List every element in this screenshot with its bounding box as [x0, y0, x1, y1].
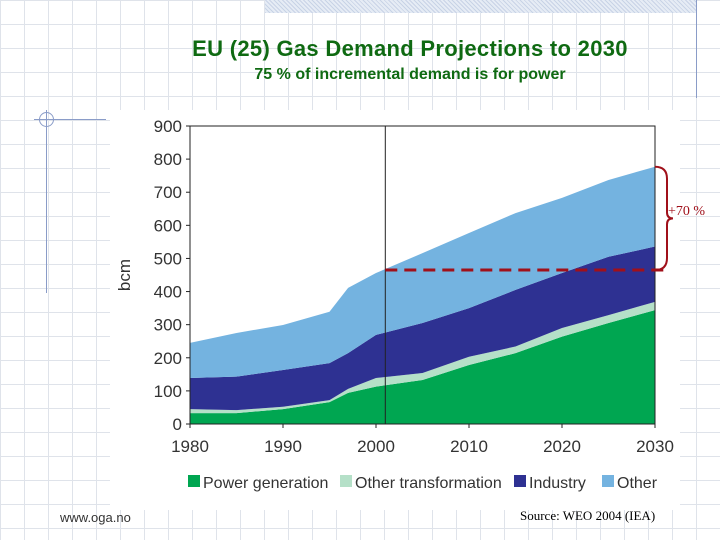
y-tick-label: 200	[154, 349, 182, 368]
legend-swatch	[340, 475, 352, 487]
plot-frame	[189, 125, 656, 425]
x-tick-label: 2020	[543, 437, 581, 456]
annotation-label: +70 %	[668, 204, 705, 219]
y-tick-label: 500	[154, 249, 182, 268]
y-tick-label: 300	[154, 316, 182, 335]
y-tick-label: 400	[154, 283, 182, 302]
brace-icon	[654, 165, 674, 272]
y-tick-label: 900	[154, 117, 182, 136]
area-power-generation	[190, 310, 655, 424]
x-tick-label: 1980	[171, 437, 209, 456]
y-tick-label: 100	[154, 382, 182, 401]
legend-label: Industry	[529, 475, 586, 492]
footer-source: Source: WEO 2004 (IEA)	[520, 508, 656, 523]
x-tick-label: 2030	[636, 437, 674, 456]
x-tick-label: 1990	[264, 437, 302, 456]
y-tick-label: 700	[154, 183, 182, 202]
y-tick-label: 600	[154, 216, 182, 235]
decorative-top-band	[265, 0, 697, 13]
x-tick-label: 2000	[357, 437, 395, 456]
legend-label: Other transformation	[355, 475, 502, 492]
legend-label: Power generation	[203, 475, 328, 492]
decorative-line	[696, 0, 697, 98]
legend-label: Other	[617, 475, 658, 492]
footer-website: www.oga.no	[60, 510, 131, 525]
legend-swatch	[602, 475, 614, 487]
legend-swatch	[188, 475, 200, 487]
legend-swatch	[514, 475, 526, 487]
x-tick-label: 2010	[450, 437, 488, 456]
decorative-circle	[39, 112, 54, 127]
area-other	[190, 166, 655, 378]
decorative-line	[34, 119, 106, 120]
area-industry	[190, 246, 655, 411]
y-tick-label: 0	[173, 415, 182, 434]
y-tick-label: 800	[154, 150, 182, 169]
y-axis-label: bcm	[115, 259, 134, 291]
slide-subtitle: 75 % of incremental demand is for power	[254, 66, 566, 83]
decorative-line	[46, 110, 47, 293]
slide-title: EU (25) Gas Demand Projections to 2030	[192, 36, 628, 61]
